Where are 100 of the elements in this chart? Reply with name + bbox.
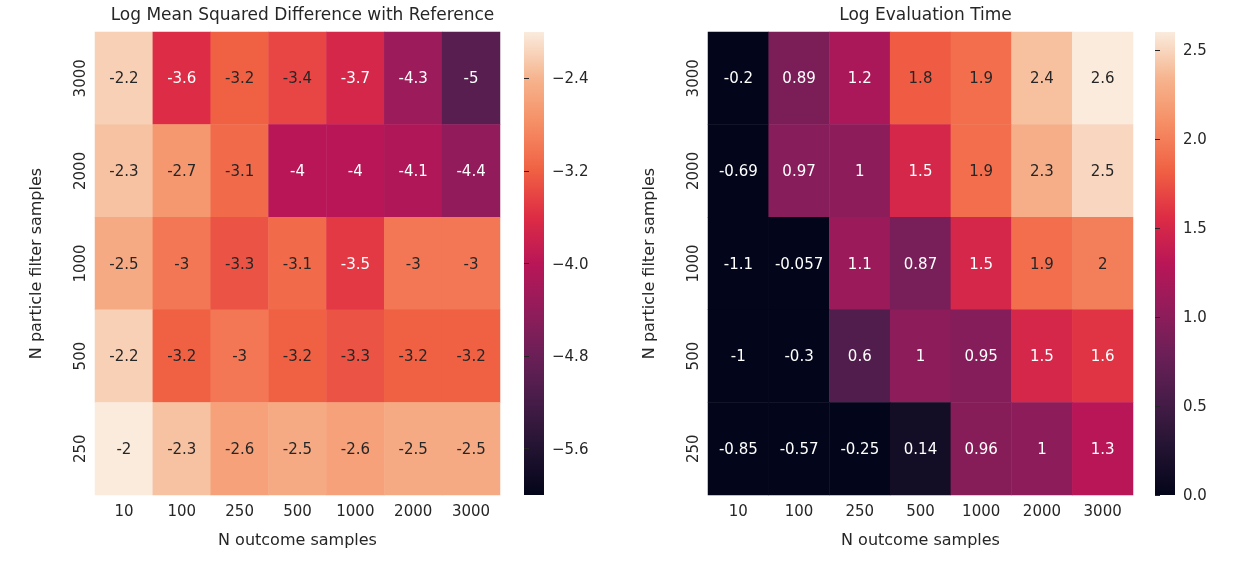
data-label: -4 — [290, 161, 305, 180]
x-tick-label: 1000 — [336, 501, 375, 520]
chart-title: Log Mean Squared Difference with Reference — [110, 3, 495, 24]
data-label: -4.3 — [398, 69, 428, 88]
data-label: 1 — [915, 347, 926, 366]
color-bar-label: 2.0 — [1183, 129, 1207, 148]
data-label: 2.6 — [1090, 69, 1115, 88]
data-label: -3.1 — [282, 254, 313, 273]
color-bar-label: −3.2 — [552, 161, 589, 180]
data-label: 1.1 — [847, 254, 872, 273]
data-label: 1.2 — [847, 69, 872, 88]
color-bar-label: 1.5 — [1183, 218, 1207, 237]
data-label: -2.5 — [456, 439, 486, 458]
data-label: -3.7 — [340, 69, 370, 88]
data-label: 2.3 — [1030, 161, 1054, 180]
data-label: -3.4 — [282, 69, 313, 88]
x-axis-title: N outcome samples — [218, 529, 377, 549]
data-label: 0.6 — [847, 347, 872, 366]
x-tick-label: 10 — [728, 501, 748, 520]
x-tick-label: 100 — [784, 501, 814, 520]
data-label: -2.3 — [109, 161, 139, 180]
data-label: -2 — [116, 439, 132, 458]
data-label: -5 — [463, 69, 479, 88]
data-label: -3.1 — [225, 161, 255, 180]
data-label: 0.97 — [782, 161, 816, 180]
x-tick-label: 2000 — [394, 501, 433, 520]
color-bar-label: 2.5 — [1183, 40, 1207, 59]
data-label: 0.96 — [964, 439, 998, 458]
x-tick-label: 100 — [167, 501, 197, 520]
data-label: -3.6 — [167, 69, 197, 88]
data-label: -3 — [232, 347, 248, 366]
color-bar-label: 0.5 — [1183, 396, 1207, 415]
data-label: 1.9 — [969, 69, 994, 88]
data-label: -3.2 — [456, 347, 486, 366]
data-label: -0.3 — [784, 347, 814, 366]
data-label: 1.6 — [1090, 347, 1115, 366]
data-label: -4 — [347, 161, 363, 180]
x-tick-label: 500 — [906, 501, 935, 520]
data-label: -3.2 — [398, 347, 428, 366]
data-label: -2.7 — [167, 161, 197, 180]
x-tick-label: 1000 — [962, 501, 1001, 520]
x-tick-label: 3000 — [451, 501, 491, 520]
data-label: -3 — [405, 254, 421, 273]
data-label: -2.5 — [109, 254, 139, 273]
color-bar-label: −2.4 — [552, 69, 589, 88]
data-label: 1.3 — [1090, 439, 1115, 458]
color-bar-label: 0.0 — [1183, 486, 1207, 504]
x-tick-label: 3000 — [1083, 501, 1122, 520]
data-label: -4.4 — [456, 161, 486, 180]
color-bar-label: 1.0 — [1183, 307, 1207, 326]
data-label: 1.9 — [1030, 254, 1054, 273]
data-label: -2.5 — [398, 439, 428, 458]
data-label: -0.85 — [718, 439, 758, 458]
x-tick-label: 10 — [114, 501, 134, 520]
x-tick-label: 2000 — [1022, 501, 1062, 520]
data-label: -3 — [463, 254, 479, 273]
y-tick-label: 1000 — [683, 244, 702, 283]
x-tick-label: 250 — [225, 501, 254, 520]
data-label: -1 — [730, 347, 746, 366]
data-label: -0.69 — [718, 161, 758, 180]
x-axis-title: N outcome samples — [841, 529, 1000, 549]
data-label: 2 — [1097, 254, 1108, 273]
data-label: 0.95 — [964, 347, 998, 366]
data-label: 2.5 — [1090, 161, 1115, 180]
y-tick-label: 3000 — [70, 59, 89, 98]
data-label: -2.3 — [167, 439, 197, 458]
color-bar-label: −4.8 — [552, 347, 589, 366]
data-label: -4.1 — [398, 161, 428, 180]
y-tick-label: 2000 — [683, 151, 702, 190]
data-label: 2.4 — [1030, 69, 1054, 88]
data-label: 1 — [855, 161, 865, 180]
chart-title: Log Evaluation Time — [839, 3, 1012, 24]
y-tick-label: 250 — [70, 434, 89, 464]
y-tick-label: 250 — [683, 434, 702, 464]
data-label: 1.5 — [969, 254, 994, 273]
data-label: -0.25 — [840, 439, 880, 458]
data-label: -0.57 — [779, 439, 819, 458]
data-label: -2.6 — [340, 439, 370, 458]
data-label: 1.5 — [1030, 347, 1054, 366]
y-tick-label: 500 — [683, 341, 702, 371]
data-label: -0.2 — [723, 69, 753, 88]
data-label: 0.14 — [903, 439, 938, 458]
y-axis-title: N particle filter samples — [638, 167, 658, 360]
color-bar-label: −4.0 — [552, 254, 589, 273]
data-label: 1.8 — [908, 69, 933, 88]
data-label: 1.9 — [969, 161, 994, 180]
data-label: -3.3 — [340, 347, 370, 366]
data-label: 0.87 — [903, 254, 938, 273]
data-label: -3.2 — [282, 347, 313, 366]
y-tick-label: 2000 — [70, 151, 89, 190]
y-tick-label: 1000 — [70, 244, 89, 283]
data-label: -2.6 — [225, 439, 255, 458]
data-label: -3.5 — [340, 254, 370, 273]
x-tick-label: 500 — [283, 501, 312, 520]
y-axis-title: N particle filter samples — [25, 167, 45, 360]
data-label: -2.5 — [282, 439, 313, 458]
y-tick-label: 3000 — [683, 59, 702, 98]
data-label: -3.3 — [225, 254, 255, 273]
data-label: -2.2 — [109, 69, 139, 88]
x-tick-label: 250 — [845, 501, 875, 520]
